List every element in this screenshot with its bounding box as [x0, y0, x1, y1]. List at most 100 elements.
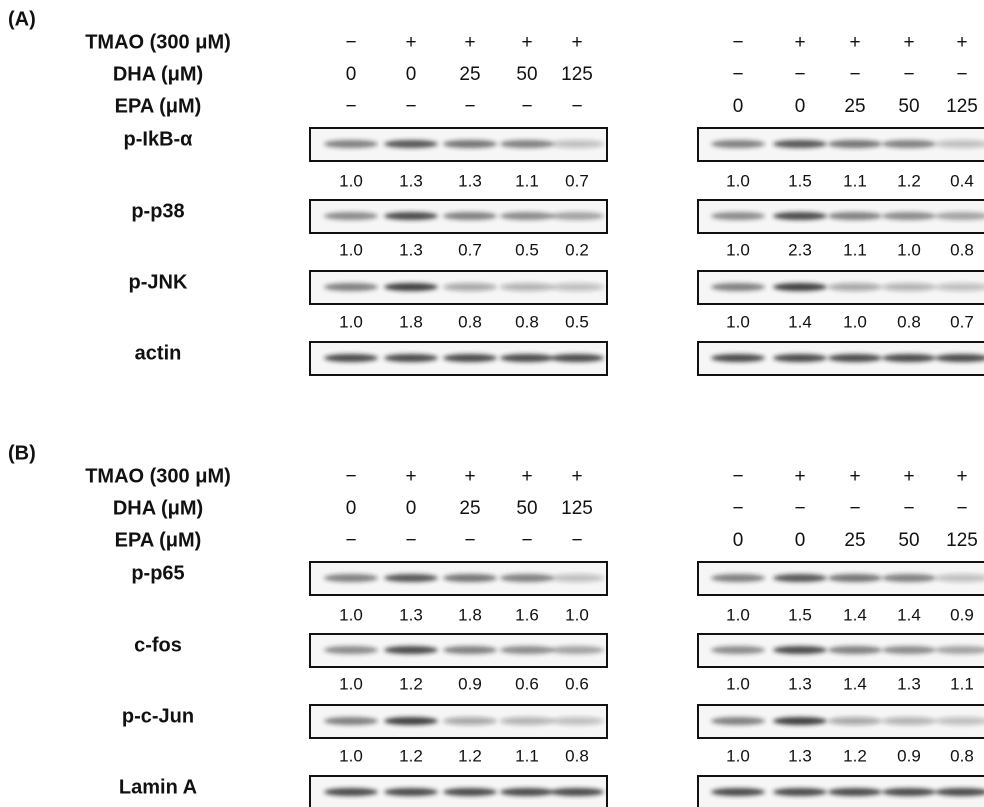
band: [324, 574, 378, 582]
quant-value: 1.0: [339, 171, 363, 190]
quant-value: 0.5: [515, 240, 539, 259]
condition-value: −: [849, 64, 860, 85]
quant-value: 1.5: [788, 605, 812, 624]
quant-value: 1.0: [339, 240, 363, 259]
quant-value: 1.6: [515, 605, 539, 624]
quant-value: 1.4: [788, 312, 812, 331]
band: [773, 788, 827, 796]
band: [324, 283, 378, 291]
condition-value: 25: [459, 64, 480, 85]
blot-label: p-IkB-α: [124, 128, 194, 150]
quant-value: 1.4: [843, 605, 867, 624]
band: [443, 574, 497, 582]
quant-value: 1.0: [726, 674, 750, 693]
quant-value: 1.2: [897, 171, 921, 190]
condition-value: 0: [406, 498, 417, 519]
condition-value: −: [732, 498, 743, 519]
band: [882, 646, 936, 654]
condition-value: −: [405, 96, 416, 117]
condition-value: −: [903, 64, 914, 85]
quant-value: 1.4: [843, 674, 867, 693]
band: [828, 354, 882, 362]
band: [550, 354, 604, 362]
figure: (A)TMAO (300 μM)−++++−++++DHA (μM)002550…: [0, 0, 984, 807]
bands: [324, 646, 604, 654]
quant-value: 0.7: [565, 171, 589, 190]
band: [550, 283, 604, 291]
condition-value: 25: [844, 96, 865, 117]
band: [828, 788, 882, 796]
condition-label: DHA (μM): [113, 497, 203, 519]
blot-label: actin: [135, 342, 182, 364]
condition-value: +: [849, 32, 860, 53]
condition-value: −: [345, 530, 356, 551]
condition-value: −: [345, 32, 356, 53]
band: [773, 574, 827, 582]
bands: [711, 788, 984, 796]
band: [443, 212, 497, 220]
quant-value: 1.0: [726, 171, 750, 190]
band: [324, 212, 378, 220]
band: [550, 717, 604, 725]
condition-value: +: [521, 32, 532, 53]
quant-value: 0.4: [950, 171, 974, 190]
band: [500, 212, 554, 220]
band: [828, 717, 882, 725]
quant-value: 1.2: [399, 746, 423, 765]
band: [324, 717, 378, 725]
quant-value: 1.0: [726, 605, 750, 624]
quant-value: 0.6: [565, 674, 589, 693]
band: [443, 788, 497, 796]
condition-value: 50: [516, 498, 537, 519]
band: [882, 354, 936, 362]
quant-value: 2.3: [788, 240, 812, 259]
bands: [711, 717, 984, 725]
condition-value: 50: [516, 64, 537, 85]
condition-value: +: [521, 466, 532, 487]
band: [711, 788, 765, 796]
condition-value: −: [903, 498, 914, 519]
band: [384, 354, 438, 362]
condition-value: 0: [795, 530, 806, 551]
quant-value: 1.1: [515, 171, 539, 190]
band: [882, 212, 936, 220]
band: [550, 140, 604, 148]
band: [324, 140, 378, 148]
condition-value: −: [794, 64, 805, 85]
band: [384, 212, 438, 220]
band: [550, 212, 604, 220]
band: [500, 788, 554, 796]
condition-value: +: [464, 32, 475, 53]
band: [443, 646, 497, 654]
condition-value: +: [405, 466, 416, 487]
quant-value: 0.8: [950, 240, 974, 259]
quant-value: 1.0: [339, 605, 363, 624]
condition-value: +: [794, 32, 805, 53]
quant-value: 1.3: [399, 605, 423, 624]
band: [773, 140, 827, 148]
quant-value: 0.8: [515, 312, 539, 331]
bands: [711, 354, 984, 362]
quant-value: 1.8: [399, 312, 423, 331]
quant-value: 0.2: [565, 240, 589, 259]
quant-value: 1.0: [726, 312, 750, 331]
blot-label: c-fos: [134, 634, 182, 656]
bands: [711, 574, 984, 582]
band: [324, 788, 378, 796]
condition-value: −: [345, 96, 356, 117]
quant-value: 1.0: [897, 240, 921, 259]
quant-value: 1.0: [339, 674, 363, 693]
band: [500, 574, 554, 582]
quant-value: 1.2: [843, 746, 867, 765]
bands: [324, 354, 604, 362]
condition-value: 125: [561, 498, 593, 519]
condition-value: −: [521, 96, 532, 117]
bands: [711, 283, 984, 291]
band: [882, 788, 936, 796]
band: [711, 140, 765, 148]
band: [773, 212, 827, 220]
quant-value: 0.7: [458, 240, 482, 259]
bands: [324, 212, 604, 220]
bands: [324, 788, 604, 796]
band: [500, 354, 554, 362]
